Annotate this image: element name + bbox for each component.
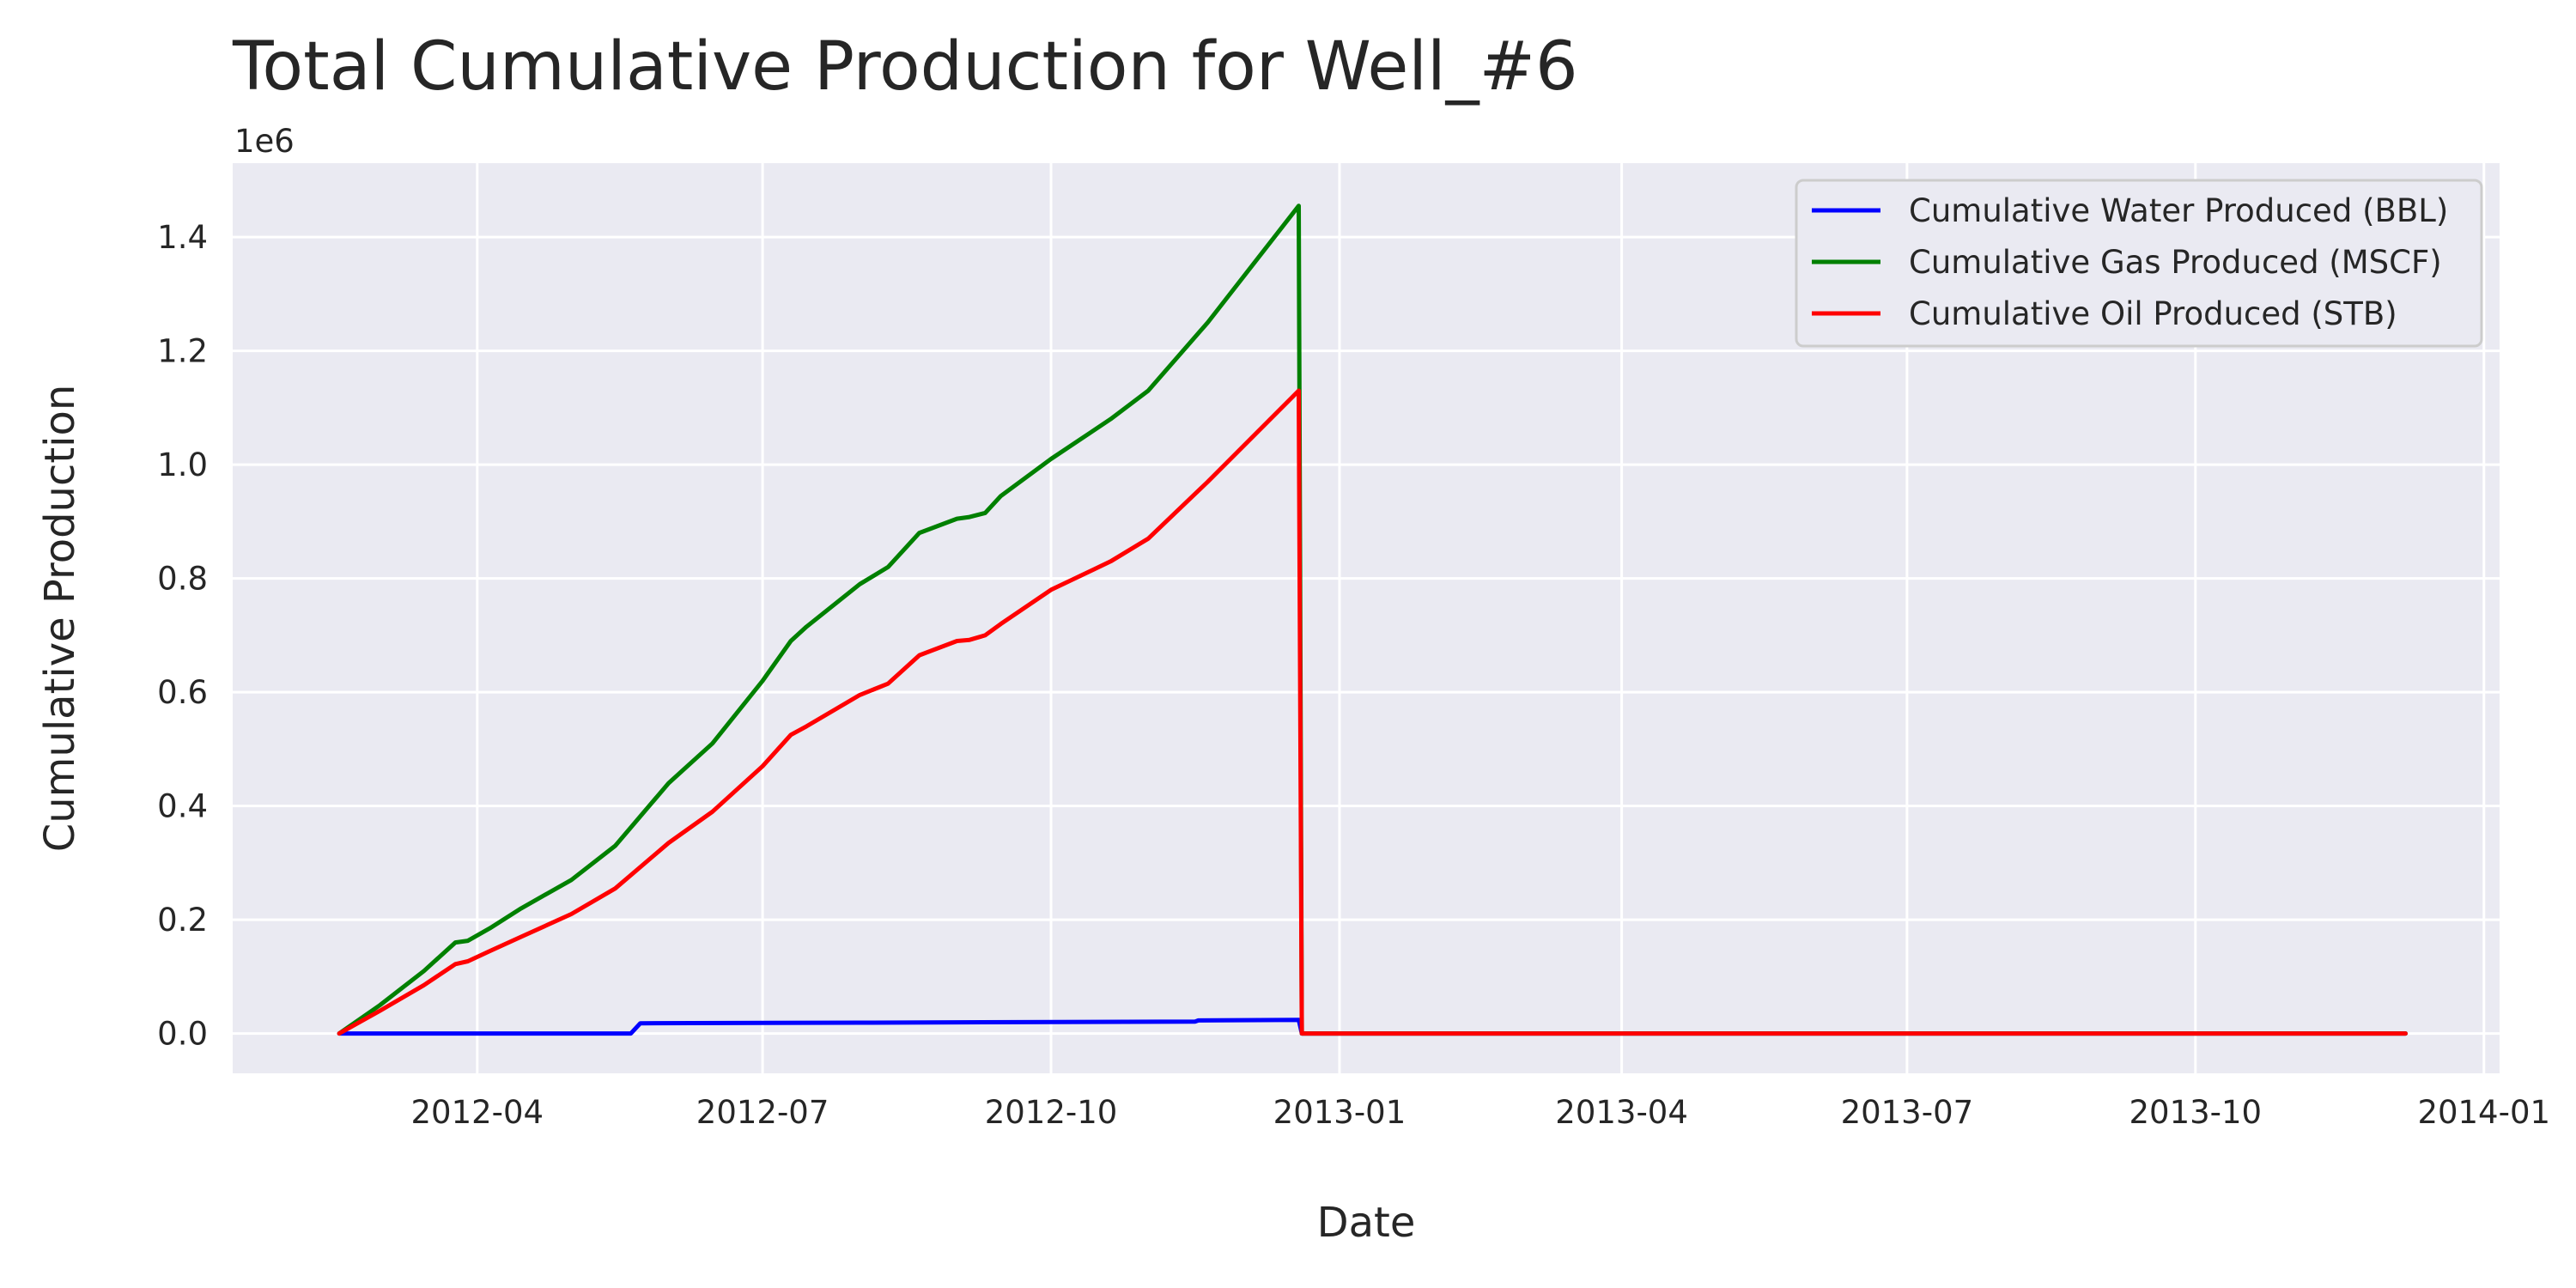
legend-label-2: Cumulative Oil Produced (STB) xyxy=(1909,295,2397,332)
legend-box xyxy=(1795,179,2483,348)
x-tick-label: 2012-10 xyxy=(985,1094,1118,1131)
series-line-1 xyxy=(337,204,2408,1036)
series-line-2 xyxy=(337,388,2408,1036)
legend-label-1: Cumulative Gas Produced (MSCF) xyxy=(1909,244,2442,281)
y-axis-label: Cumulative Production xyxy=(36,385,84,853)
x-tick-label: 2013-10 xyxy=(2129,1094,2263,1131)
y-tick-label: 0.8 xyxy=(157,561,208,598)
x-tick-label: 2012-07 xyxy=(696,1094,829,1131)
legend-label-0: Cumulative Water Produced (BBL) xyxy=(1909,192,2448,229)
y-tick-label: 0.6 xyxy=(157,674,208,711)
y-tick-label: 0.4 xyxy=(157,788,208,825)
series-layer xyxy=(337,204,2408,1036)
y-tick-label: 0.2 xyxy=(157,902,208,939)
x-tick-label: 2014-01 xyxy=(2417,1094,2550,1131)
tick-layer: 2012-04 2012-07 2012-10 2013-01 2013-04 2013-… xyxy=(157,219,2550,1131)
x-tick-label: 2013-07 xyxy=(1841,1094,1974,1131)
y-tick-label: 1.2 xyxy=(157,333,208,370)
x-tick-label: 2012-04 xyxy=(411,1094,544,1131)
legend: Cumulative Water Produced (BBL) Cumulativ… xyxy=(1795,179,2483,348)
y-tick-label: 0.0 xyxy=(157,1016,208,1053)
x-axis-label: Date xyxy=(1317,1199,1416,1247)
x-tick-label: 2013-01 xyxy=(1273,1094,1406,1131)
x-tick-label: 2013-04 xyxy=(1555,1094,1688,1131)
y-offset-label: 1e6 xyxy=(234,123,295,160)
y-tick-label: 1.0 xyxy=(157,447,208,483)
y-tick-label: 1.4 xyxy=(157,219,208,256)
chart-title: Total Cumulative Production for Well_#6 xyxy=(232,28,1578,106)
